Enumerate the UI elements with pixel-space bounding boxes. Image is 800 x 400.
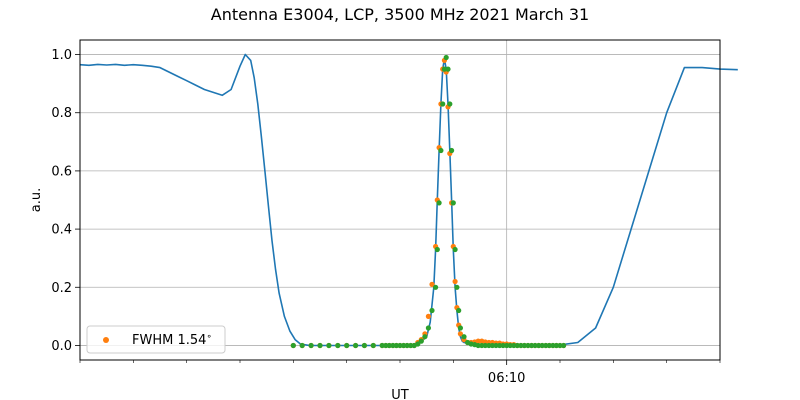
fit-point xyxy=(514,342,520,349)
fit-point xyxy=(429,307,435,314)
legend-label: FWHM 1.54∘ xyxy=(132,332,212,348)
y-tick-label: 0.6 xyxy=(51,164,72,179)
fit-point xyxy=(521,342,528,349)
y-tick-label: 0.2 xyxy=(51,281,72,296)
fit-point xyxy=(493,342,499,349)
fit-point xyxy=(532,342,538,349)
fwhm-point xyxy=(429,281,435,287)
fit-point xyxy=(299,342,305,349)
fit-point xyxy=(500,342,506,349)
fit-point xyxy=(438,147,444,154)
fit-point xyxy=(361,342,367,349)
fit-point xyxy=(561,342,567,349)
fit-point xyxy=(456,307,462,314)
fit-point xyxy=(546,342,552,349)
fit-point xyxy=(433,284,439,290)
x-axis: 06:10 xyxy=(79,360,721,386)
fit-point xyxy=(335,342,341,349)
fit-point xyxy=(397,342,403,349)
fwhm-point xyxy=(452,278,458,285)
x-axis-label: UT xyxy=(391,388,409,400)
fit-point xyxy=(457,325,463,331)
y-tick-label: 0.4 xyxy=(51,223,72,238)
fit-point xyxy=(553,342,560,349)
fit-point xyxy=(308,342,314,349)
fit-point xyxy=(539,342,545,349)
fit-point xyxy=(404,342,410,349)
fit-point xyxy=(290,342,296,349)
chart-title: Antenna E3004, LCP, 3500 MHz 2021 March … xyxy=(211,5,589,24)
legend: FWHM 1.54∘ xyxy=(86,325,226,354)
fit-point xyxy=(482,342,488,349)
fit-point xyxy=(317,342,323,349)
fit-point xyxy=(440,101,446,107)
fwhm-point xyxy=(425,313,431,319)
fit-point xyxy=(418,338,424,344)
fit-point xyxy=(452,246,458,253)
fit-point xyxy=(386,342,392,349)
fit-point xyxy=(443,54,449,61)
y-tick-label: 0.8 xyxy=(51,106,72,121)
legend-label-text: FWHM 1.54 xyxy=(132,333,206,348)
plot-frame xyxy=(79,39,721,361)
fit-point xyxy=(415,341,421,347)
fit-point xyxy=(379,342,385,349)
fit-point xyxy=(422,334,428,340)
fit-point xyxy=(461,334,467,340)
grid-lines xyxy=(80,40,720,360)
series-line xyxy=(79,53,738,347)
fit-point xyxy=(353,342,359,349)
fit-point xyxy=(326,342,332,349)
fit-point xyxy=(344,342,350,349)
fit-point xyxy=(489,342,495,349)
x-tick-label: 06:10 xyxy=(488,371,525,386)
y-tick-label: 0.0 xyxy=(51,339,72,354)
y-axis-label: a.u. xyxy=(29,188,44,212)
y-axis: 0.0 0.2 0.4 0.6 0.8 1.0 xyxy=(51,48,80,354)
fit-point xyxy=(454,284,460,290)
fit-point xyxy=(445,66,451,72)
fit-point xyxy=(393,342,399,349)
fit-point xyxy=(425,325,431,331)
fit-point xyxy=(370,342,376,349)
fit-point xyxy=(525,342,531,349)
data-layer xyxy=(79,53,738,349)
fwhm-point xyxy=(475,338,481,344)
fit-point xyxy=(449,147,455,154)
fit-point xyxy=(436,200,442,206)
fit-point xyxy=(441,66,447,72)
legend-degree-glyph: ∘ xyxy=(206,332,212,342)
fit-point xyxy=(450,200,456,206)
fit-point xyxy=(475,342,481,349)
fit-point xyxy=(507,342,513,349)
fit-point xyxy=(557,342,563,349)
legend-box xyxy=(86,325,226,354)
fit-point xyxy=(434,246,440,253)
fit-point xyxy=(447,101,453,107)
y-tick-label: 1.0 xyxy=(51,48,72,63)
fwhm-point xyxy=(457,331,463,337)
legend-marker xyxy=(103,337,109,343)
